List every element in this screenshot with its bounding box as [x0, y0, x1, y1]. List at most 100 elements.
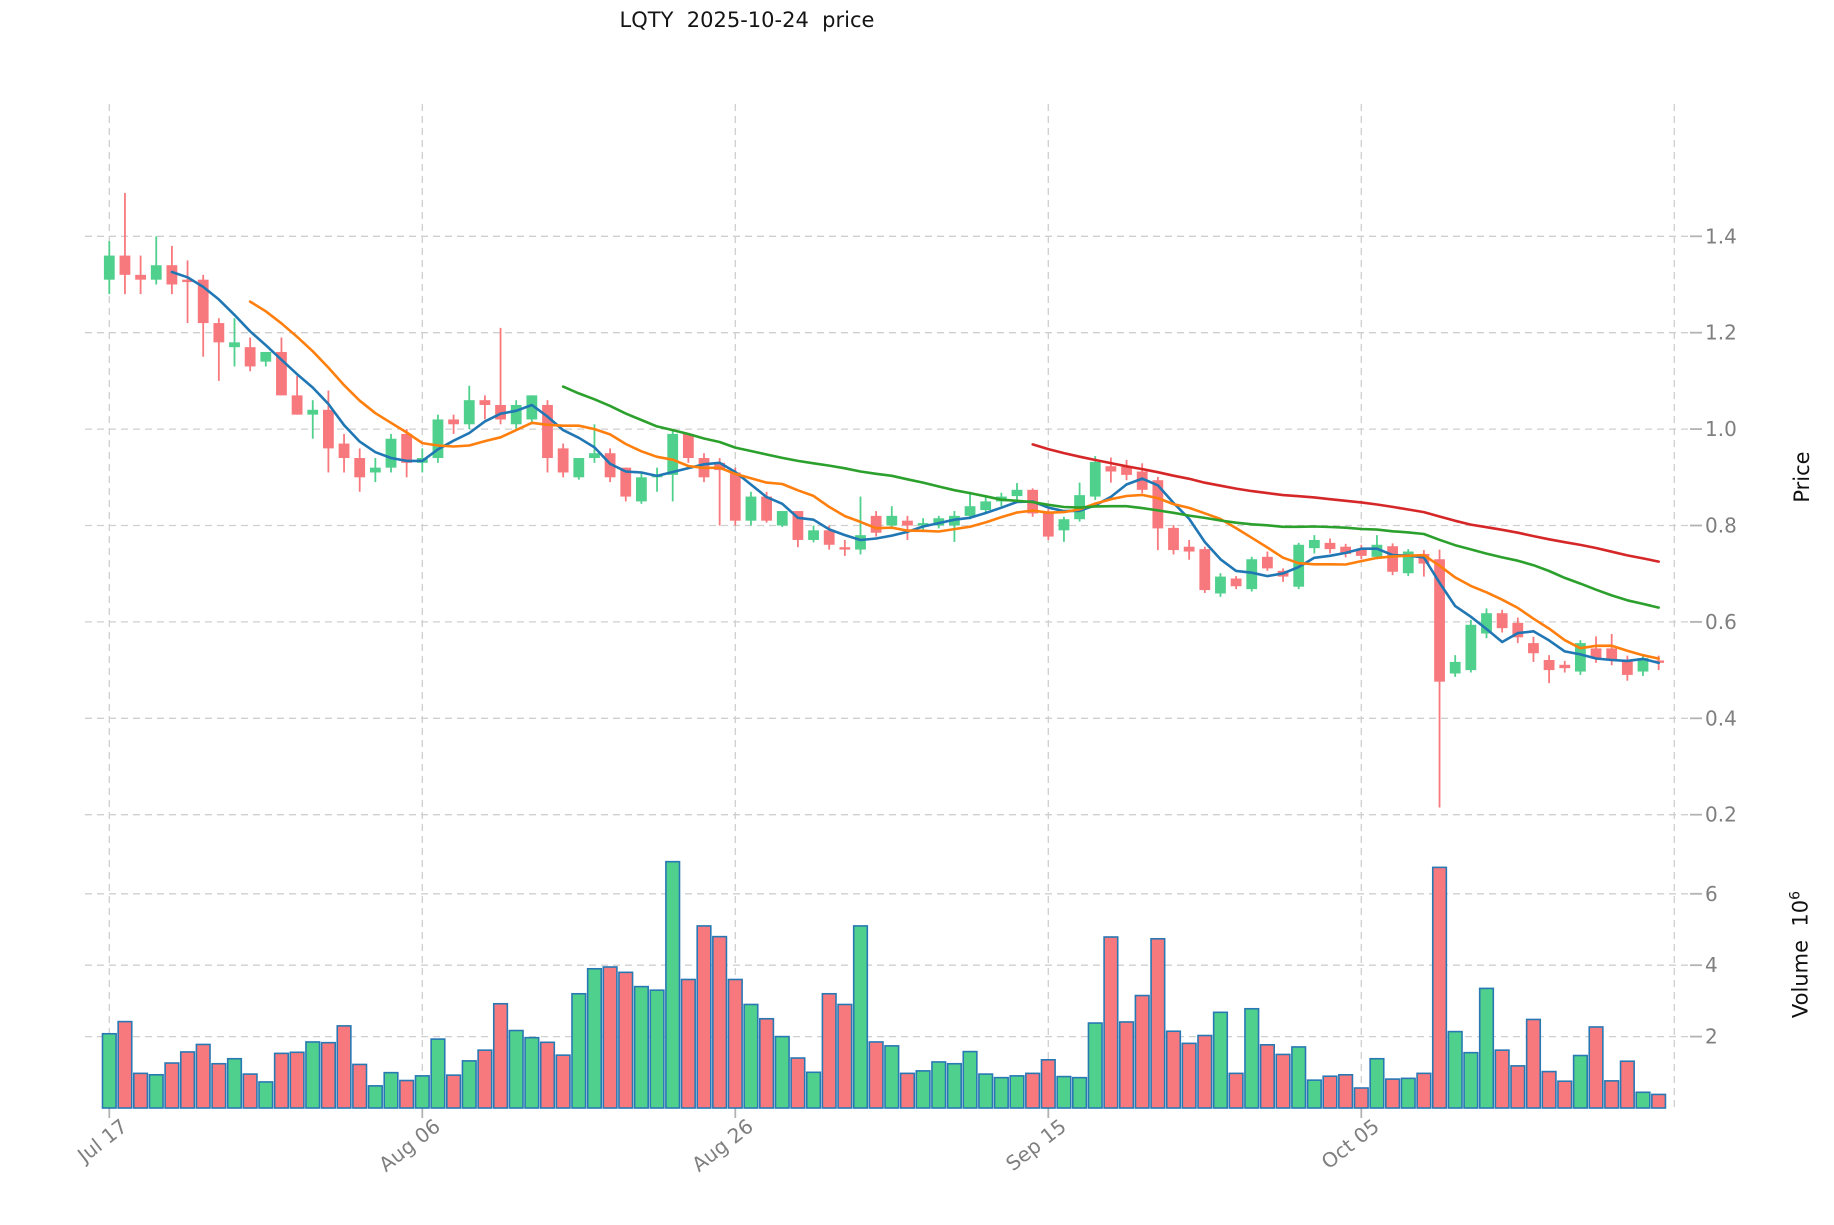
candle-body	[870, 515, 882, 533]
candle-body	[745, 496, 757, 521]
volume-bar	[336, 1025, 352, 1109]
volume-bar	[1494, 1049, 1510, 1109]
candle-body	[1590, 648, 1602, 659]
ma-line-60	[1031, 443, 1660, 563]
volume-bar	[430, 1038, 446, 1109]
volume-bar	[1118, 1021, 1135, 1109]
candle-body	[557, 448, 569, 473]
volume-bar	[602, 966, 618, 1109]
candle-body	[1512, 622, 1524, 638]
price-axis-label: Price	[1790, 451, 1814, 503]
candle-body	[1528, 643, 1539, 654]
candle-body	[150, 265, 162, 280]
volume-bar	[508, 1029, 524, 1109]
candle-body	[823, 530, 835, 545]
candle-body	[166, 265, 178, 285]
candle-body	[729, 472, 741, 521]
volume-bar	[868, 1041, 884, 1109]
axis-tick-labels: 0.2 0.4 0.6 0.8 1.0 1.2 1.4 2 4 6	[1705, 224, 1737, 1048]
candle-body	[573, 458, 585, 478]
volume-axis-label: Volume 106	[1787, 890, 1813, 1019]
candle-body	[323, 409, 334, 449]
candle-body	[855, 535, 866, 550]
volume-bar	[1447, 1030, 1463, 1109]
volume-bar	[1072, 1076, 1088, 1109]
volume-bar	[524, 1036, 540, 1109]
candle-body	[244, 347, 256, 367]
chart-title: LQTY 2025-10-24 price	[619, 8, 875, 32]
volume-bar	[993, 1076, 1009, 1109]
volume-bar	[618, 971, 634, 1109]
volume-bar	[1651, 1093, 1667, 1109]
candle-body	[1168, 527, 1179, 551]
volume-bar	[946, 1062, 962, 1109]
volume-bar	[539, 1041, 556, 1109]
candle-body	[526, 395, 538, 420]
volume-bar	[1291, 1046, 1307, 1109]
candle-body	[229, 342, 240, 348]
volume-bar	[1103, 936, 1119, 1109]
y-tick-label: 6	[1705, 882, 1718, 906]
volume-bar	[1275, 1053, 1291, 1109]
candle-body	[1481, 613, 1492, 634]
candle-body	[119, 255, 131, 275]
candle-body	[1308, 539, 1320, 549]
volume-bar	[665, 860, 681, 1109]
y-tick-label: 0.6	[1705, 610, 1737, 634]
volume-bar	[477, 1049, 493, 1109]
candle-body	[776, 511, 788, 526]
volume-bar	[1431, 866, 1448, 1109]
candle-body	[1042, 511, 1054, 537]
volume-bar	[1259, 1044, 1275, 1109]
volume-bar	[383, 1071, 399, 1109]
candle-body	[1136, 471, 1148, 490]
volume-bar	[680, 978, 696, 1109]
y-tick-label: 2	[1705, 1025, 1718, 1049]
y-tick-label: 0.2	[1705, 803, 1737, 827]
volume-bar	[1463, 1051, 1479, 1109]
y-tick-label: 0.8	[1705, 514, 1737, 538]
candle-body	[1152, 480, 1164, 529]
candle-body	[1606, 648, 1618, 661]
volume-bar	[399, 1079, 415, 1109]
candle-body	[1559, 664, 1571, 669]
volume-bar	[1181, 1042, 1197, 1109]
volume-bar	[586, 967, 603, 1109]
candle-body	[1183, 546, 1195, 552]
volume-bar	[352, 1063, 368, 1109]
candle-body	[980, 501, 992, 511]
candle-body	[902, 520, 913, 526]
ma-line-10	[248, 300, 1660, 660]
candle-body	[479, 400, 491, 405]
volume-bar	[884, 1045, 900, 1109]
candle-body	[1621, 660, 1633, 675]
volume-bar	[1353, 1087, 1369, 1109]
candle-body	[291, 395, 303, 415]
candle-body	[1496, 613, 1508, 629]
candle-body	[667, 433, 679, 475]
candle-body	[589, 453, 600, 459]
y-tick-label: 1.4	[1705, 224, 1737, 248]
candle-body	[276, 351, 287, 396]
volume-bar	[1322, 1075, 1338, 1109]
volume-bar	[179, 1051, 196, 1109]
volume-bar	[1525, 1018, 1542, 1109]
candle-body	[604, 453, 616, 478]
volume-bar	[195, 1043, 211, 1109]
candle-body	[1543, 659, 1555, 671]
candle-body	[1355, 549, 1367, 556]
volume-bars	[101, 860, 1667, 1109]
candle-body	[792, 511, 804, 540]
volume-bar	[1338, 1073, 1354, 1109]
volume-bar	[1025, 1072, 1041, 1109]
volume-bar	[805, 1071, 822, 1109]
volume-bar	[852, 925, 869, 1109]
volume-bar	[727, 978, 743, 1109]
y-tick-label: 1.2	[1705, 321, 1737, 345]
candle-body	[1215, 576, 1226, 594]
candle-body	[307, 409, 319, 415]
volume-bar	[164, 1062, 180, 1109]
candle-body	[761, 496, 772, 521]
candle-body	[432, 419, 444, 459]
volume-bar	[1244, 1007, 1260, 1109]
